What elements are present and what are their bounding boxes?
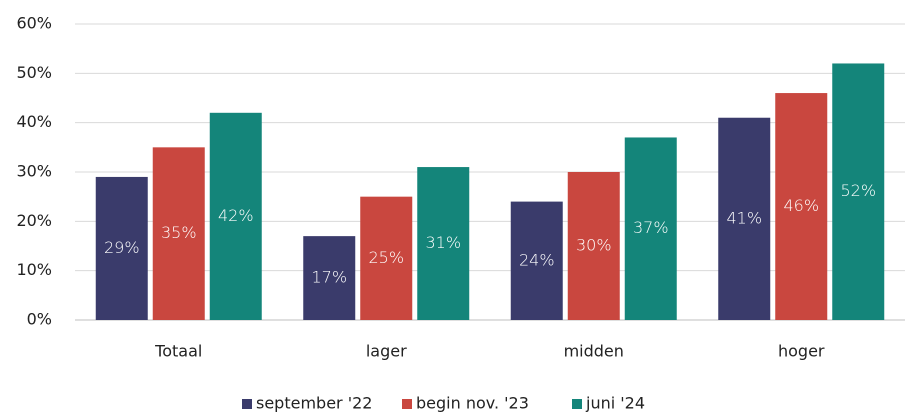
y-tick-label: 20% bbox=[16, 211, 52, 230]
x-tick-label: Totaal bbox=[154, 342, 202, 361]
legend-swatch bbox=[402, 399, 412, 409]
y-tick-label: 60% bbox=[16, 14, 52, 33]
bar bbox=[360, 196, 413, 320]
data-label: 41% bbox=[726, 208, 762, 227]
bar bbox=[510, 201, 563, 320]
data-label: 31% bbox=[425, 233, 461, 252]
x-tick-label: lager bbox=[366, 342, 407, 361]
y-tick-label: 0% bbox=[27, 310, 52, 329]
bar bbox=[624, 137, 677, 320]
legend-swatch bbox=[572, 399, 582, 409]
bar bbox=[567, 172, 620, 320]
data-label: 25% bbox=[368, 248, 404, 267]
data-label: 42% bbox=[218, 206, 254, 225]
bar bbox=[417, 167, 470, 320]
x-tick-label: hoger bbox=[778, 342, 825, 361]
bar bbox=[832, 63, 885, 320]
data-label: 37% bbox=[633, 218, 669, 237]
data-label: 24% bbox=[519, 250, 555, 269]
bar bbox=[152, 147, 205, 320]
legend-label: september '22 bbox=[256, 394, 372, 412]
y-tick-label: 10% bbox=[16, 260, 52, 279]
y-tick-label: 30% bbox=[16, 162, 52, 181]
y-tick-label: 50% bbox=[16, 63, 52, 82]
data-label: 46% bbox=[783, 196, 819, 215]
legend-swatch bbox=[242, 399, 252, 409]
data-label: 30% bbox=[576, 236, 612, 255]
x-tick-label: midden bbox=[564, 342, 624, 361]
bar bbox=[95, 176, 148, 320]
data-label: 35% bbox=[161, 223, 197, 242]
bar bbox=[303, 236, 356, 320]
data-label: 52% bbox=[840, 181, 876, 200]
bar bbox=[209, 112, 262, 320]
bar bbox=[775, 93, 828, 320]
legend-label: begin nov. '23 bbox=[416, 394, 529, 412]
data-label: 29% bbox=[104, 238, 140, 257]
bar bbox=[718, 117, 771, 320]
legend-label: juni '24 bbox=[585, 394, 645, 412]
data-label: 17% bbox=[311, 268, 347, 287]
y-tick-label: 40% bbox=[16, 112, 52, 131]
